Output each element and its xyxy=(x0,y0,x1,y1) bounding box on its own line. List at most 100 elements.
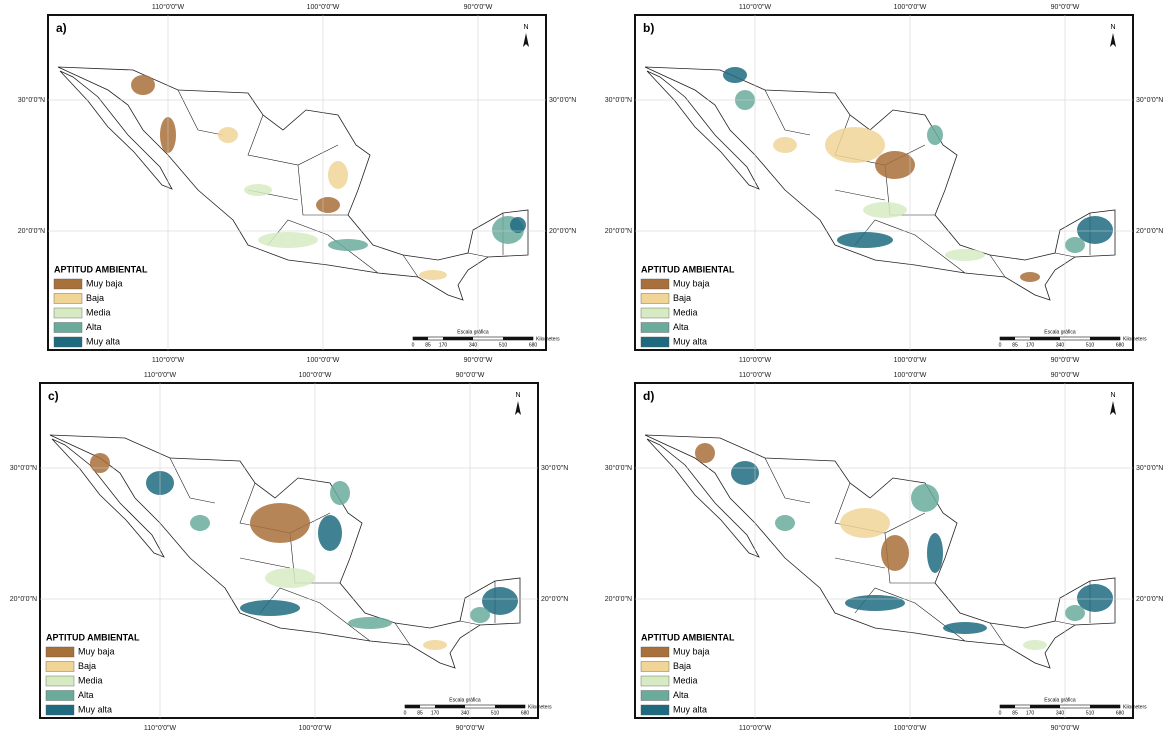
scale-tick-label: 85 xyxy=(417,710,423,716)
scale-segment xyxy=(1030,337,1060,340)
scale-tick-label: 340 xyxy=(469,342,478,348)
suitability-area xyxy=(927,125,943,145)
longitude-label: 90°0'0"W xyxy=(1051,371,1080,379)
legend-label: Media xyxy=(78,675,103,685)
legend-label: Muy alta xyxy=(673,704,707,714)
suitability-area xyxy=(840,508,890,538)
longitude-label: 110°0'0"W xyxy=(739,724,772,732)
scale-segment xyxy=(1000,337,1015,340)
map-panel: b) N 110°0'0"W 110°0'0"W 100°0'0"W 100°0'0"W 9… xyxy=(605,3,1164,364)
suitability-area xyxy=(945,249,985,261)
suitability-area xyxy=(875,151,915,179)
suitability-area xyxy=(482,587,518,615)
longitude-label: 90°0'0"W xyxy=(1051,356,1080,364)
scale-tick-label: 170 xyxy=(439,342,448,348)
scale-segment xyxy=(1090,705,1120,708)
legend-label: Muy alta xyxy=(673,336,707,346)
longitude-label: 100°0'0"W xyxy=(894,356,927,364)
latitude-label: 20°0'0"N xyxy=(1136,227,1163,235)
north-arrow xyxy=(515,401,521,415)
legend-swatch xyxy=(640,322,670,333)
scale-tick-label: 85 xyxy=(1012,342,1018,348)
north-arrow xyxy=(1110,33,1116,47)
suitability-area xyxy=(328,161,348,189)
legend-swatch xyxy=(640,336,670,348)
scale-unit: Kilometers xyxy=(536,336,560,342)
latitude-label: 20°0'0"N xyxy=(605,227,632,235)
scale-segment xyxy=(503,337,533,340)
scale-tick-label: 170 xyxy=(1026,342,1035,348)
latitude-label: 30°0'0"N xyxy=(605,96,632,104)
legend-swatch xyxy=(640,675,670,687)
scale-unit: Kilometers xyxy=(1123,704,1147,710)
legend-title: APTITUD AMBIENTAL xyxy=(641,632,735,642)
scale-title: Escala gráfica xyxy=(1044,697,1076,703)
longitude-label: 90°0'0"W xyxy=(1051,724,1080,732)
longitude-label: 100°0'0"W xyxy=(894,371,927,379)
legend-swatch xyxy=(53,307,83,319)
scale-tick-label: 510 xyxy=(1086,342,1095,348)
north-arrow-label: N xyxy=(515,392,520,399)
scale-tick-label: 340 xyxy=(461,710,470,716)
scale-tick-label: 510 xyxy=(1086,710,1095,716)
legend-swatch xyxy=(53,336,83,348)
legend-label: Muy alta xyxy=(86,336,120,346)
suitability-area xyxy=(1020,272,1040,282)
legend-swatch xyxy=(45,661,75,672)
suitability-area xyxy=(258,232,318,248)
suitability-area xyxy=(318,515,342,551)
legend-label: Alta xyxy=(673,322,689,332)
latitude-label: 30°0'0"N xyxy=(1136,96,1163,104)
suitability-area xyxy=(881,535,909,571)
suitability-area xyxy=(731,461,759,485)
suitability-area xyxy=(723,67,747,83)
legend-swatch xyxy=(640,293,670,304)
legend-label: Baja xyxy=(86,293,104,303)
legend-swatch xyxy=(45,704,75,716)
longitude-label: 110°0'0"W xyxy=(739,371,772,379)
legend-label: Muy baja xyxy=(673,278,710,288)
scale-tick-label: 340 xyxy=(1056,710,1065,716)
north-arrow-label: N xyxy=(1110,24,1115,31)
suitability-area xyxy=(419,270,447,280)
scale-tick-label: 680 xyxy=(521,710,530,716)
latitude-label: 30°0'0"N xyxy=(605,464,632,472)
latitude-label: 30°0'0"N xyxy=(10,464,37,472)
legend-label: Media xyxy=(673,675,698,685)
legend-swatch xyxy=(640,661,670,672)
scale-tick-label: 0 xyxy=(404,710,407,716)
suitability-area xyxy=(265,568,315,588)
longitude-label: 110°0'0"W xyxy=(152,356,185,364)
legend-title: APTITUD AMBIENTAL xyxy=(46,632,140,642)
legend-swatch xyxy=(640,278,670,290)
legend-title: APTITUD AMBIENTAL xyxy=(641,264,735,274)
scale-title: Escala gráfica xyxy=(457,329,489,335)
scale-segment xyxy=(1090,337,1120,340)
scale-unit: Kilometers xyxy=(528,704,552,710)
legend-label: Media xyxy=(86,307,111,317)
legend-label: Alta xyxy=(78,690,94,700)
legend-label: Muy baja xyxy=(86,278,123,288)
scale-tick-label: 680 xyxy=(1116,342,1125,348)
suitability-area xyxy=(470,607,490,623)
legend-label: Alta xyxy=(86,322,102,332)
map-panel: a) N 110°0'0"W 110°0'0"W 100°0'0"W 100°0'0"W 9… xyxy=(18,3,577,364)
scale-segment xyxy=(443,337,473,340)
suitability-area xyxy=(348,617,392,629)
legend-swatch xyxy=(640,307,670,319)
longitude-label: 100°0'0"W xyxy=(299,724,332,732)
longitude-label: 90°0'0"W xyxy=(1051,3,1080,11)
north-arrow xyxy=(1110,401,1116,415)
panel-label: d) xyxy=(643,389,654,403)
suitability-area xyxy=(90,453,110,473)
scale-tick-label: 680 xyxy=(529,342,538,348)
latitude-label: 20°0'0"N xyxy=(549,227,576,235)
longitude-label: 100°0'0"W xyxy=(299,371,332,379)
scale-segment xyxy=(413,337,428,340)
scale-tick-label: 510 xyxy=(499,342,508,348)
suitability-area xyxy=(1077,584,1113,612)
legend-label: Media xyxy=(673,307,698,317)
panel-label: b) xyxy=(643,21,654,35)
latitude-label: 30°0'0"N xyxy=(18,96,45,104)
